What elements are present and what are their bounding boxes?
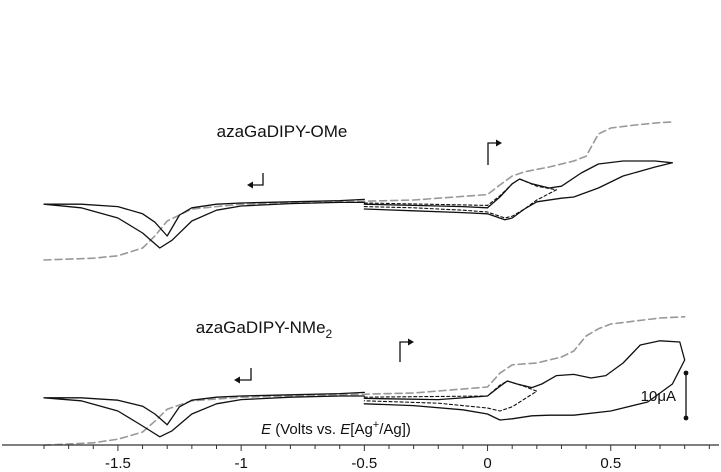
- ldv-trace: [43, 121, 674, 261]
- sweep-arrowhead-left-bottom: [234, 376, 240, 384]
- panel-top-curves: [43, 121, 674, 261]
- sweep-arrow-left-top: [253, 173, 264, 186]
- scale-bar-label: 10μA: [641, 388, 676, 405]
- x-tick-label: -0.5: [351, 455, 377, 472]
- x-tick-label: 0.5: [600, 455, 621, 472]
- sweep-arrowhead-right-top: [496, 139, 502, 147]
- panel-bottom-curves: [43, 316, 686, 446]
- x-axis: -1.5 -1 -0.5 0 0.5: [2, 444, 719, 472]
- ldv-trace: [43, 316, 686, 446]
- panel-top: azaGaDIPY-OMe: [43, 121, 674, 261]
- compound-label-nme2: azaGaDIPY-NMe2: [196, 318, 333, 341]
- sweep-arrowhead-left-top: [247, 181, 253, 189]
- sweep-arrowhead-right-bottom: [408, 338, 414, 346]
- x-tick-label: -1: [234, 455, 247, 472]
- current-scale-bar: 10μA: [641, 370, 689, 421]
- sweep-arrow-left-bottom: [240, 368, 252, 381]
- cv-trace-oxidation: [363, 340, 686, 421]
- cv-trace-first-oxidation: [363, 178, 558, 219]
- sweep-arrow-right-top: [487, 142, 496, 165]
- cv-trace-first-oxidation: [363, 380, 538, 412]
- sweep-arrow-right-bottom: [399, 341, 408, 362]
- cv-trace-reduction: [43, 198, 365, 249]
- panel-bottom: azaGaDIPY-NMe2: [43, 316, 686, 446]
- scale-bar-cap-top: [683, 370, 689, 376]
- sweep-direction-arrows-top: [247, 139, 502, 189]
- cv-trace-oxidation: [363, 160, 674, 221]
- x-axis-title: E (Volts vs. E[Ag+/Ag]): [261, 419, 411, 438]
- sweep-direction-arrows-bottom: [234, 338, 414, 384]
- cv-trace-reduction: [43, 391, 365, 438]
- scale-bar-cap-bottom: [683, 415, 689, 421]
- x-tick-label: 0: [483, 455, 491, 472]
- compound-label-ome: azaGaDIPY-OMe: [217, 122, 348, 141]
- x-tick-label: -1.5: [105, 455, 131, 472]
